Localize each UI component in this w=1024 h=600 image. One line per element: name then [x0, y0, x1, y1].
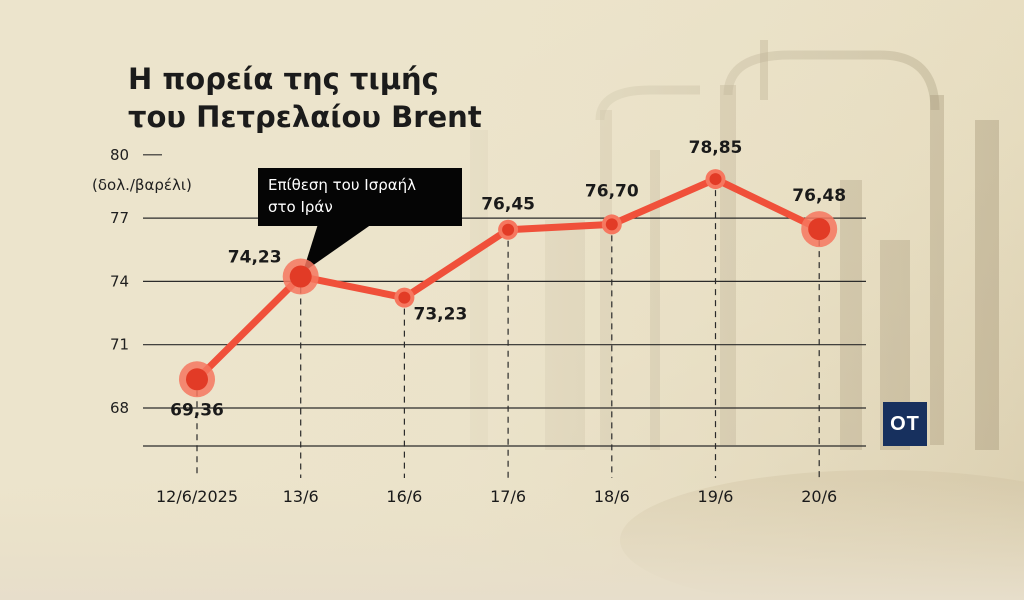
data-points — [179, 169, 838, 398]
data-point — [186, 368, 208, 391]
x-tick-label: 16/6 — [386, 487, 422, 506]
ot-logo: OT — [883, 402, 927, 446]
x-tick-label: 18/6 — [594, 487, 630, 506]
data-labels: 69,36 74,23 73,23 76,45 76,70 78,85 76,48 — [170, 138, 846, 420]
x-tick-label: 19/6 — [698, 487, 734, 506]
annotation-line-2: στο Ιράν — [268, 198, 333, 216]
data-label: 76,48 — [792, 186, 846, 206]
chart-title: Η πορεία της τιμής του Πετρελαίου Brent — [128, 60, 482, 136]
x-tick-label: 13/6 — [283, 487, 319, 506]
data-label: 76,70 — [585, 181, 639, 201]
chart-title-line-1: Η πορεία της τιμής — [128, 62, 439, 96]
y-tick-label-68: 68 — [110, 399, 129, 417]
callout-pointer — [302, 224, 372, 273]
data-point — [605, 218, 618, 231]
y-tick-label-77: 77 — [110, 209, 129, 227]
annotation-line-1: Επίθεση του Ισραήλ — [268, 176, 417, 194]
vertical-guides — [196, 179, 820, 478]
data-point — [808, 218, 831, 241]
annotation-callout: Επίθεση του Ισραήλ στο Ιράν — [258, 168, 462, 226]
x-tick-label: 17/6 — [490, 487, 526, 506]
data-label: 74,23 — [228, 248, 282, 268]
data-label: 76,45 — [481, 195, 535, 215]
data-label: 73,23 — [414, 305, 468, 325]
y-axis-unit-label: (δολ./βαρέλι) — [92, 176, 192, 194]
x-tick-label: 12/6/2025 — [156, 487, 238, 506]
data-point — [502, 223, 515, 236]
y-tick-label-80: 80 — [110, 146, 129, 164]
y-tick-label-71: 71 — [110, 336, 129, 354]
data-point — [289, 265, 312, 288]
x-tick-label: 20/6 — [801, 487, 837, 506]
y-tick-labels: 68 71 74 77 80 — [110, 146, 129, 417]
y-tick-label-74: 74 — [110, 272, 129, 290]
data-point — [709, 173, 722, 186]
data-label: 78,85 — [689, 138, 743, 158]
chart-title-line-2: του Πετρελαίου Brent — [128, 100, 482, 134]
data-label: 69,36 — [170, 400, 224, 420]
data-point — [398, 291, 411, 304]
x-tick-labels: 12/6/2025 13/6 16/6 17/6 18/6 19/6 20/6 — [156, 487, 837, 506]
gridlines — [143, 154, 866, 447]
